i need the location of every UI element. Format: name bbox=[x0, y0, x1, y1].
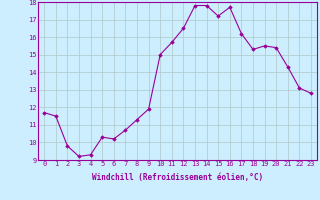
X-axis label: Windchill (Refroidissement éolien,°C): Windchill (Refroidissement éolien,°C) bbox=[92, 173, 263, 182]
